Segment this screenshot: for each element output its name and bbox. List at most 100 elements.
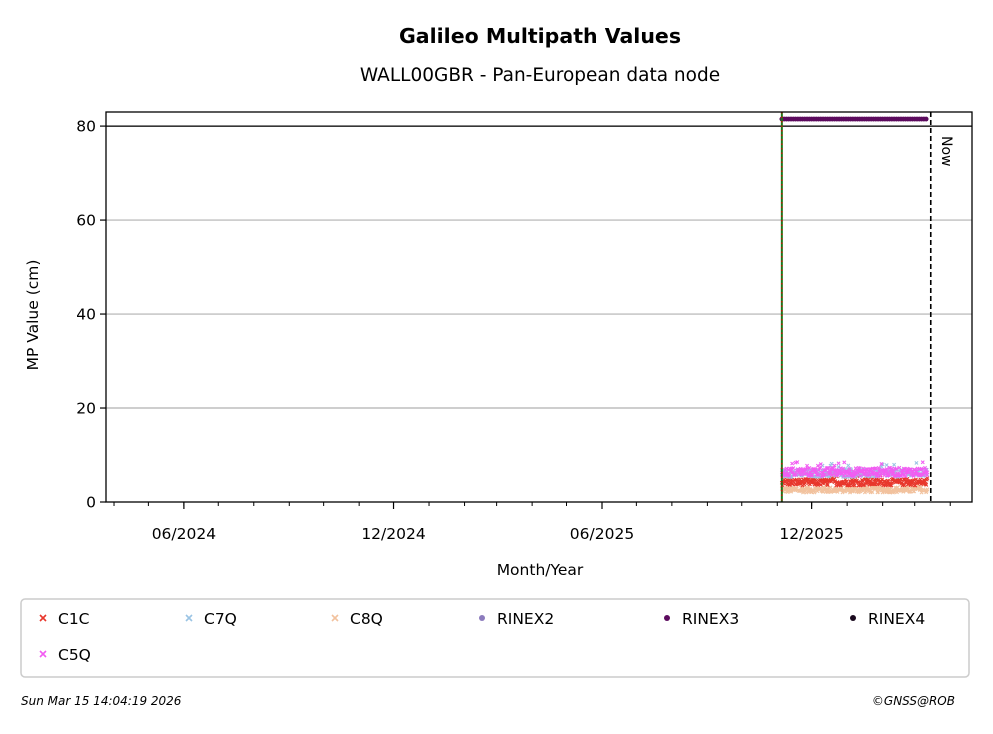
data-point bbox=[836, 461, 841, 466]
legend-item-c8q: C8Q bbox=[331, 610, 383, 628]
data-point bbox=[925, 476, 930, 481]
data-point bbox=[920, 467, 925, 472]
x-tick-label: 12/2024 bbox=[361, 525, 425, 543]
data-point bbox=[826, 466, 831, 471]
data-point bbox=[924, 473, 929, 478]
data-point bbox=[892, 462, 897, 467]
data-point bbox=[879, 461, 884, 466]
data-point bbox=[836, 464, 841, 469]
data-point bbox=[795, 460, 800, 465]
data-point bbox=[924, 482, 929, 487]
data-point bbox=[884, 467, 889, 472]
data-point bbox=[790, 461, 795, 466]
legend-label: C5Q bbox=[58, 646, 91, 664]
data-point bbox=[873, 466, 878, 471]
data-point bbox=[921, 487, 926, 492]
data-point bbox=[846, 463, 851, 468]
legend-marker bbox=[850, 615, 856, 621]
data-point bbox=[784, 466, 789, 471]
legend-marker bbox=[331, 614, 339, 622]
data-point bbox=[844, 480, 849, 485]
series-c8q bbox=[779, 480, 930, 495]
legend-item-rinex3: RINEX3 bbox=[664, 610, 739, 628]
data-point bbox=[823, 472, 828, 477]
legend-label: RINEX4 bbox=[868, 610, 925, 628]
data-point bbox=[894, 467, 899, 471]
data-point bbox=[858, 474, 863, 478]
y-tick-label: 60 bbox=[76, 212, 96, 230]
legend-marker bbox=[39, 650, 47, 658]
legend-marker bbox=[664, 615, 670, 621]
data-point bbox=[908, 483, 913, 488]
data-point bbox=[903, 474, 908, 479]
data-point bbox=[808, 470, 813, 475]
legend-item-c7q: C7Q bbox=[185, 610, 237, 628]
data-point bbox=[925, 487, 930, 492]
legend-label: C8Q bbox=[350, 610, 383, 628]
legend-item-c1c: C1C bbox=[39, 610, 90, 628]
timestamp: Sun Mar 15 14:04:19 2026 bbox=[21, 694, 182, 708]
plot-frame bbox=[105, 111, 973, 503]
legend-marker bbox=[185, 614, 193, 622]
series-c5q bbox=[779, 460, 930, 479]
data-point bbox=[884, 463, 889, 468]
data-point bbox=[861, 466, 866, 471]
credit: ©GNSS@ROB bbox=[871, 694, 955, 708]
legend-box bbox=[20, 598, 970, 678]
chart-title: Galileo Multipath Values bbox=[399, 24, 681, 48]
data-point bbox=[807, 466, 812, 470]
legend-item-rinex2: RINEX2 bbox=[479, 610, 554, 628]
data-point bbox=[812, 490, 817, 495]
data-point bbox=[818, 466, 823, 471]
data-point bbox=[838, 483, 843, 488]
data-point bbox=[825, 483, 830, 488]
data-point bbox=[852, 483, 857, 488]
legend-label: RINEX3 bbox=[682, 610, 739, 628]
axes: 0 20 40 60 80 06/2024 12/2024 06/2025 12/2025 bbox=[76, 111, 973, 543]
legend-item-c5q: C5Q bbox=[39, 646, 91, 664]
data-point bbox=[841, 473, 846, 478]
data-point bbox=[885, 470, 890, 475]
legend-label: C1C bbox=[58, 610, 90, 628]
legend-label: C7Q bbox=[204, 610, 237, 628]
data-point bbox=[791, 466, 796, 471]
data-point bbox=[923, 116, 929, 122]
data-point bbox=[920, 460, 925, 465]
data-point bbox=[818, 462, 823, 467]
data-point bbox=[869, 477, 874, 482]
data-point bbox=[912, 489, 917, 494]
legend-item-rinex4: RINEX4 bbox=[850, 610, 925, 628]
data-point bbox=[889, 483, 894, 488]
data-point bbox=[923, 465, 928, 470]
data-point bbox=[925, 470, 930, 475]
legend-label: RINEX2 bbox=[497, 610, 554, 628]
y-tick-label: 20 bbox=[76, 400, 96, 418]
y-gridlines bbox=[106, 125, 972, 409]
data-point bbox=[829, 461, 834, 466]
data-point bbox=[821, 481, 826, 486]
data-point bbox=[802, 480, 807, 485]
data-point bbox=[908, 489, 913, 494]
x-tick-label: 06/2024 bbox=[152, 525, 216, 543]
chart-subtitle: WALL00GBR - Pan-European data node bbox=[360, 65, 720, 86]
legend-marker bbox=[39, 614, 47, 622]
data-point bbox=[908, 467, 913, 472]
y-tick-label: 0 bbox=[86, 494, 96, 512]
data-point bbox=[864, 467, 869, 472]
data-point bbox=[852, 474, 857, 478]
data-point bbox=[924, 467, 929, 472]
x-tick-label: 06/2025 bbox=[570, 525, 634, 543]
series-rinex3 bbox=[779, 116, 929, 122]
data-point bbox=[857, 466, 862, 471]
plot-area: Now bbox=[106, 112, 972, 502]
data-point bbox=[870, 490, 875, 495]
y-tick-label: 40 bbox=[76, 306, 96, 324]
data-point bbox=[882, 479, 887, 484]
data-point bbox=[787, 473, 792, 478]
x-tick-label: 12/2025 bbox=[779, 525, 843, 543]
y-axis-label: MP Value (cm) bbox=[24, 260, 42, 371]
y-tick-label: 80 bbox=[76, 118, 96, 136]
legend: C1C C7Q C8Q RINEX2 RINEX3 RINEX4 C5Q bbox=[39, 610, 925, 664]
legend-marker bbox=[479, 615, 485, 621]
